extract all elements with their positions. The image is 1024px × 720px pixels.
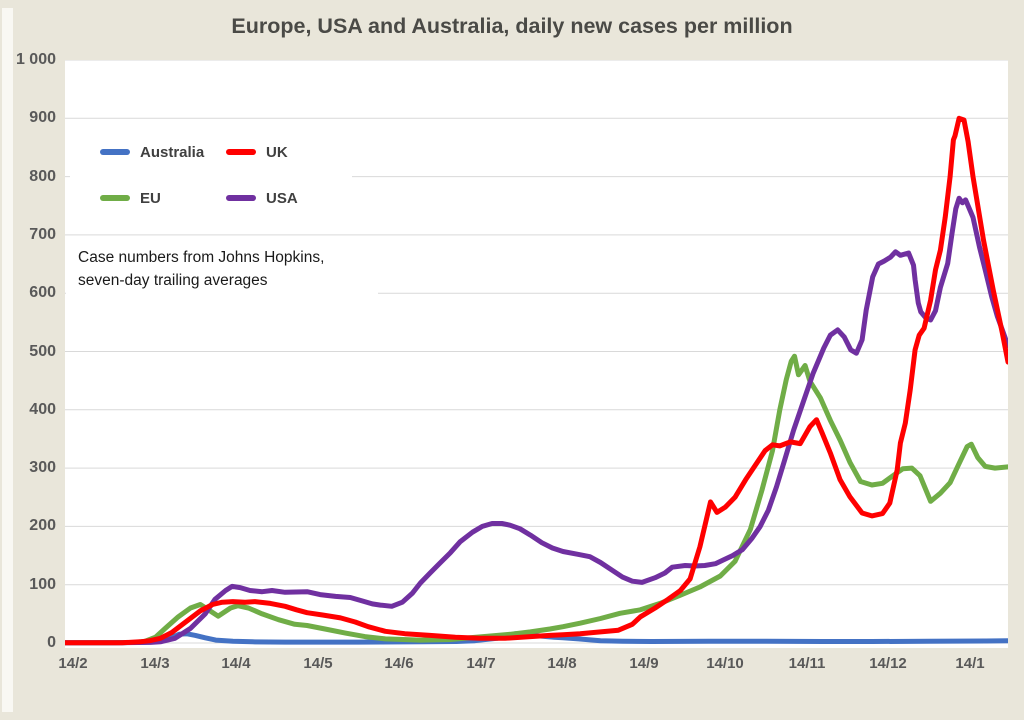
page-edge-strip [2,8,13,712]
y-tick-label: 0 [47,634,56,651]
legend-swatch-uk [226,149,256,155]
y-tick-label: 1 000 [15,51,56,68]
x-tick-label: 14/6 [384,655,414,672]
chart-line-usa [65,195,1008,646]
y-tick-label: 600 [29,284,56,301]
x-tick-label: 14/11 [788,655,826,672]
legend-label: USA [266,189,298,207]
y-tick-label: 100 [29,576,56,593]
legend-item-eu: EU [100,190,226,207]
legend: Australia UK EU USA [70,119,352,231]
gridlines [65,60,1008,644]
x-tick-label: 14/7 [466,655,496,672]
legend-swatch-usa [226,195,256,201]
y-tick-label: 500 [29,343,56,360]
legend-label: EU [140,189,161,207]
y-tick-label: 800 [29,168,56,185]
y-tick-label: 200 [29,517,56,534]
x-tick-label: 14/8 [547,655,577,672]
y-tick-label: 400 [29,401,56,418]
annotation-box: Case numbers from Johns Hopkins, seven-d… [66,236,378,306]
annotation-text: Case numbers from Johns Hopkins, seven-d… [78,249,325,290]
legend-label: UK [266,143,288,161]
legend-label: Australia [140,143,205,161]
legend-swatch-australia [100,149,130,155]
series-lines [65,115,1008,646]
x-tick-label: 14/5 [303,655,333,672]
x-tick-label: 14/3 [140,655,170,672]
legend-swatch-eu [100,195,130,201]
x-tick-label: 14/10 [706,655,744,672]
x-tick-label: 14/9 [629,655,659,672]
x-tick-label: 14/12 [869,655,907,672]
y-tick-label: 700 [29,226,56,243]
x-tick-label: 14/4 [221,655,251,672]
legend-item-australia: Australia [100,144,226,161]
y-tick-label: 900 [29,109,56,126]
chart-title: Europe, USA and Australia, daily new cas… [231,14,793,38]
legend-item-usa: USA [226,190,352,207]
x-tick-label: 14/1 [955,655,985,672]
x-tick-label: 14/2 [58,655,88,672]
y-tick-label: 300 [29,459,56,476]
chart-line-uk [65,115,1008,646]
legend-item-uk: UK [226,144,352,161]
